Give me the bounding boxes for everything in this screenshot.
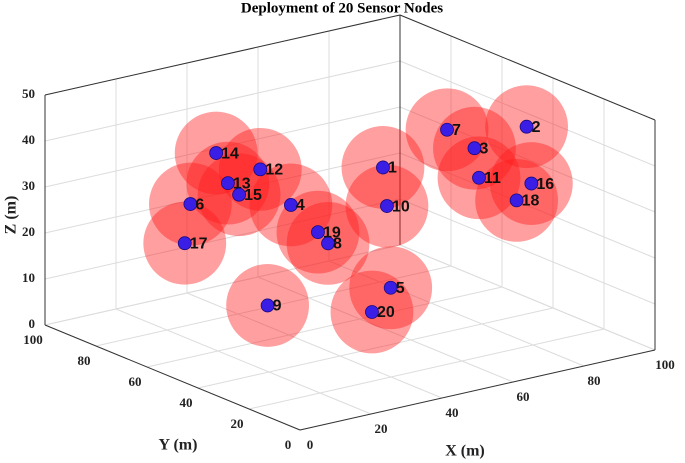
grid-line [44,198,401,280]
box-edge [44,324,301,431]
sensor-node [383,280,398,295]
sensing-ranges [143,85,573,354]
sensor-node [376,160,390,175]
box-edge [299,349,656,431]
axes-box [44,14,656,431]
node-label: 9 [273,298,282,315]
sensor-node [380,199,394,213]
y-tick-label: 60 [129,374,142,389]
grid-line [44,152,401,234]
z-tick-label: 40 [22,132,35,147]
grid-line [328,260,585,367]
node-label: 20 [377,304,395,321]
x-tick-label: 0 [307,437,314,452]
sensor-node [519,119,534,134]
y-tick-label: 0 [285,437,292,452]
node-label: 16 [536,176,554,193]
sensor-node [283,198,298,212]
node-label: 17 [190,235,208,252]
node-label: 11 [484,170,501,187]
x-tick-label: 100 [655,357,675,372]
x-tick-label: 80 [588,373,601,388]
node-label: 2 [532,119,541,136]
node-label: 8 [333,236,342,253]
node-label: 12 [265,162,283,179]
x-tick-label: 20 [375,421,388,436]
z-tick-label: 50 [22,86,35,101]
x-tick-label: 40 [446,405,459,420]
grid-line [257,276,514,383]
grid-line [44,60,401,142]
node-label: 7 [452,122,461,139]
y-tick-label: 20 [231,416,244,431]
node-label: 19 [323,224,341,241]
sensor-node [365,305,379,319]
sensor-node [232,187,247,202]
grid-line [399,106,656,213]
grid-line [186,292,443,399]
chart-title: Deployment of 20 Sensor Nodes [241,0,443,16]
grid-line [399,152,656,259]
grid-line [248,328,605,410]
z-tick-label: 0 [29,316,36,331]
node-label: 3 [479,140,488,157]
sensor-node [321,236,335,251]
sensor-node [311,225,325,240]
sensor-node [260,298,275,313]
z-axis-label: Z (m) [3,196,20,235]
grid-line [399,198,656,305]
node-label: 1 [388,160,397,177]
y-axis-label: Y (m) [159,437,198,454]
node-label: 10 [392,198,410,215]
node-label: 6 [195,196,204,213]
sensor-node [509,193,524,208]
sensor-node [524,176,539,191]
grid-line [146,286,503,368]
sensor-node [220,176,235,191]
z-tick-label: 10 [22,270,35,285]
node-label: 5 [396,280,405,297]
sensor-node [467,141,482,156]
sensor-node [209,146,224,160]
sensor-node [472,170,486,185]
node-label: 18 [522,193,540,210]
box-edge [44,14,401,96]
sensor-node [183,197,198,211]
grid-line [115,308,372,415]
sensor-node [177,236,192,251]
z-tick-label: 20 [22,224,35,239]
grid-line [197,307,554,389]
node-label: 14 [221,145,239,162]
y-tick-label: 100 [23,332,43,347]
x-axis-label: X (m) [445,443,485,460]
node-label: 4 [296,197,305,214]
grid-line [44,106,401,188]
x-tick-label: 60 [517,389,530,404]
sensor-node [440,122,454,137]
grid-line [44,244,401,326]
y-tick-label: 80 [78,353,91,368]
sensor-node [253,162,268,177]
node-label: 15 [244,187,262,204]
grid-line [399,60,656,167]
grid-line [399,244,656,351]
z-tick-label: 30 [22,178,35,193]
y-tick-label: 40 [180,395,193,410]
box-edge [399,14,656,121]
